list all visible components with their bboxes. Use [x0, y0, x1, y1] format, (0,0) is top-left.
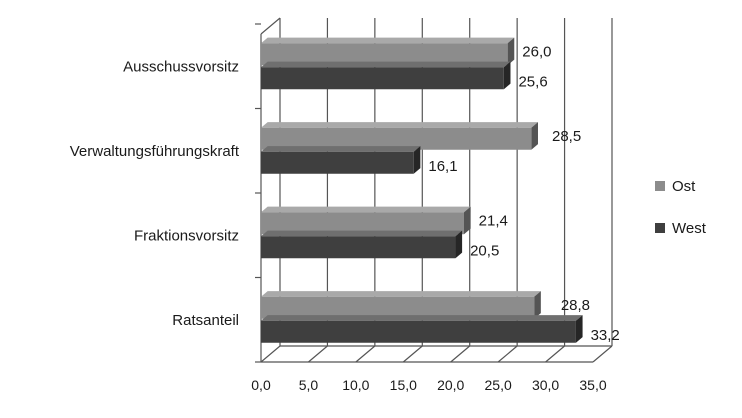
data-label-west-0: 25,6: [518, 73, 547, 90]
floor-line-5: [497, 345, 518, 363]
bar-front-face: [261, 320, 576, 343]
category-label-3: Ratsanteil: [172, 312, 239, 329]
x-tick-label-4: 20,0: [437, 377, 464, 393]
floor-line-0: [260, 345, 281, 363]
bar-west-2: [261, 230, 463, 259]
floor-line-2: [355, 345, 376, 363]
bar-top-face: [261, 37, 515, 44]
category-label-2: Fraktionsvorsitz: [134, 227, 239, 244]
x-tick-label-2: 10,0: [342, 377, 369, 393]
bar-side-face: [455, 230, 463, 259]
bar-front-face: [261, 43, 508, 66]
x-tick-label-5: 25,0: [485, 377, 512, 393]
bar-front-face: [261, 67, 504, 90]
bar-top-face: [261, 206, 471, 213]
bar-top-face: [261, 291, 541, 297]
labels: Ausschussvorsitz 26,0 25,6 Verwaltungsführu…: [70, 43, 620, 393]
bar-ost-2: [261, 206, 471, 235]
floor-line-4: [450, 345, 471, 363]
x-tick-label-3: 15,0: [390, 377, 417, 393]
bar-side-face: [503, 61, 511, 90]
bar-side-face: [463, 206, 471, 235]
bar-west-3: [261, 315, 583, 343]
bar-front-face: [261, 127, 532, 150]
x-tick-label-6: 30,0: [532, 377, 559, 393]
bars: [261, 37, 583, 343]
bar-top-face: [261, 315, 583, 321]
bar-side-face: [534, 291, 541, 319]
bar-west-0: [261, 61, 511, 90]
x-tick-label-1: 5,0: [299, 377, 319, 393]
wall-top-edge: [260, 17, 281, 35]
legend-label-west: West: [672, 220, 707, 237]
data-label-ost-3: 28,8: [561, 297, 590, 314]
bar-ost-3: [261, 291, 541, 319]
data-label-west-2: 20,5: [470, 242, 499, 259]
bar-front-face: [261, 236, 456, 259]
legend-label-ost: Ost: [672, 178, 696, 195]
bar-side-face: [575, 315, 583, 343]
bar-side-face: [531, 122, 538, 150]
data-label-ost-2: 21,4: [479, 212, 508, 229]
floor-line-3: [402, 345, 423, 363]
data-label-ost-1: 28,5: [552, 128, 581, 145]
bar-side-face: [413, 146, 421, 174]
floor-line-7: [592, 345, 613, 363]
data-label-west-1: 16,1: [428, 158, 457, 175]
bar-ost-0: [261, 37, 515, 66]
floor-line-6: [545, 345, 565, 363]
bar-side-face: [507, 37, 515, 66]
data-label-ost-0: 26,0: [522, 43, 551, 60]
data-label-west-3: 33,2: [591, 327, 620, 344]
bar-top-face: [261, 230, 463, 237]
bar-front-face: [261, 296, 535, 319]
bar-west-1: [261, 146, 421, 174]
legend-swatch-west: [655, 223, 665, 233]
bar-top-face: [261, 61, 511, 68]
category-label-1: Verwaltungsführungskraft: [70, 143, 240, 160]
legend-swatch-ost: [655, 181, 665, 191]
x-tick-label-7: 35,0: [579, 377, 606, 393]
bar-top-face: [261, 146, 421, 152]
bar-top-face: [261, 122, 538, 128]
bar-ost-1: [261, 122, 538, 150]
x-tick-label-0: 0,0: [251, 377, 271, 393]
bar-front-face: [261, 151, 414, 174]
floor-line-1: [308, 345, 328, 363]
bar-front-face: [261, 212, 464, 235]
legend: Ost West: [655, 178, 707, 237]
category-label-0: Ausschussvorsitz: [123, 58, 239, 75]
